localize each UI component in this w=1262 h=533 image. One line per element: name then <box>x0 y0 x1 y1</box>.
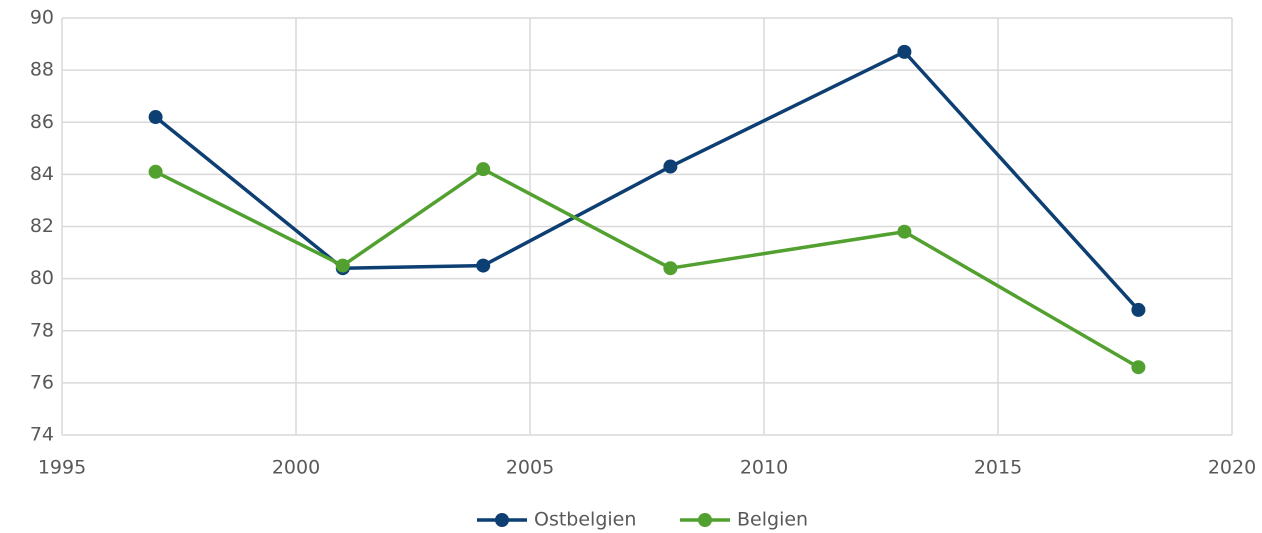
data-point <box>1131 360 1146 375</box>
data-point <box>663 261 678 276</box>
y-tick-label: 88 <box>30 59 54 81</box>
legend-marker <box>698 513 712 527</box>
data-point <box>335 258 350 273</box>
y-tick-label: 90 <box>30 7 54 29</box>
data-point <box>897 44 912 59</box>
data-point <box>897 224 912 239</box>
data-point <box>663 159 678 174</box>
x-tick-label: 2010 <box>740 457 788 479</box>
x-tick-label: 2005 <box>506 457 554 479</box>
data-point <box>476 258 491 273</box>
data-point <box>148 110 163 125</box>
x-tick-label: 1995 <box>38 457 86 479</box>
legend-label: Ostbelgien <box>534 509 636 531</box>
y-tick-label: 84 <box>30 163 54 185</box>
data-point <box>148 164 163 179</box>
x-tick-label: 2015 <box>974 457 1022 479</box>
data-point <box>1131 302 1146 317</box>
x-tick-label: 2000 <box>272 457 320 479</box>
data-point <box>476 162 491 177</box>
y-tick-label: 78 <box>30 319 54 341</box>
y-tick-label: 80 <box>30 267 54 289</box>
legend-label: Belgien <box>737 509 808 531</box>
y-tick-label: 74 <box>30 424 54 446</box>
series-line <box>154 167 1140 369</box>
series-line <box>154 50 1140 312</box>
y-tick-label: 82 <box>30 215 54 237</box>
legend-marker <box>495 513 509 527</box>
y-tick-label: 86 <box>30 111 54 133</box>
x-tick-label: 2020 <box>1208 457 1256 479</box>
y-tick-label: 76 <box>30 371 54 393</box>
